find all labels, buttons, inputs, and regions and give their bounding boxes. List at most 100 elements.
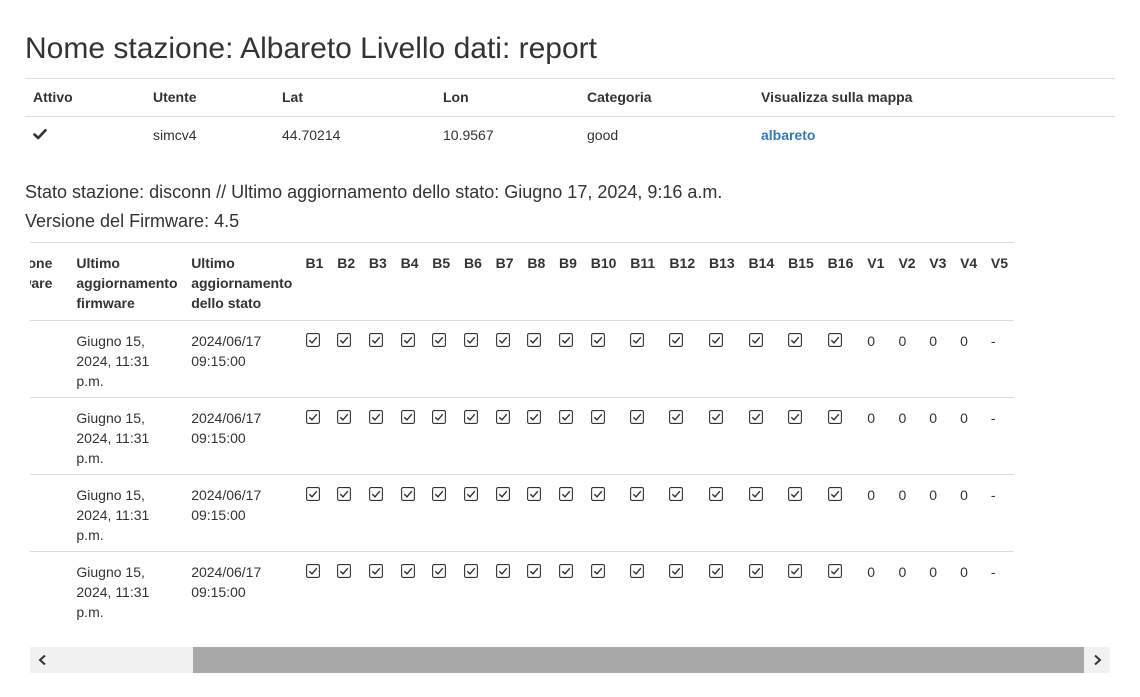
checkbox[interactable]: [788, 410, 803, 424]
page-title: Nome stazione: Albareto Livello dati: re…: [25, 32, 597, 65]
checkbox[interactable]: [559, 410, 573, 424]
checkbox[interactable]: [669, 333, 684, 347]
checkbox[interactable]: [495, 564, 510, 578]
column-header-active: Attivo: [25, 79, 145, 117]
checkbox[interactable]: [337, 410, 352, 424]
check-icon: [371, 413, 381, 421]
b16-cell: [819, 397, 860, 475]
scrollbar-thumb[interactable]: [193, 647, 1084, 673]
b11-cell: [622, 397, 662, 475]
checkbox[interactable]: [669, 487, 684, 501]
checkbox[interactable]: [590, 333, 605, 347]
checkbox[interactable]: [748, 333, 763, 347]
check-icon: [830, 567, 840, 575]
scroll-right-button[interactable]: [1084, 647, 1110, 673]
check-icon: [530, 336, 539, 344]
checkbox[interactable]: [400, 564, 415, 578]
checkbox[interactable]: [630, 333, 645, 347]
checkbox[interactable]: [827, 487, 842, 501]
checkbox[interactable]: [400, 410, 415, 424]
b2-cell: [329, 320, 361, 398]
b6-cell: [456, 552, 488, 628]
checkbox[interactable]: [630, 410, 645, 424]
checkbox[interactable]: [432, 564, 447, 578]
checkbox[interactable]: [527, 487, 542, 501]
v5-cell: -: [982, 320, 1014, 398]
check-icon: [830, 336, 840, 344]
checkbox[interactable]: [400, 333, 415, 347]
checkbox[interactable]: [368, 564, 383, 578]
checkbox[interactable]: [590, 564, 605, 578]
checkbox[interactable]: [788, 487, 803, 501]
checkbox[interactable]: [709, 564, 723, 578]
b7-cell: [487, 474, 520, 552]
scroll-left-button[interactable]: [30, 647, 56, 673]
checkbox[interactable]: [748, 564, 763, 578]
b13-cell: [700, 397, 741, 475]
checkbox[interactable]: [305, 333, 320, 347]
checkbox[interactable]: [748, 487, 763, 501]
v3-cell: 0: [929, 564, 938, 580]
checkbox[interactable]: [630, 564, 645, 578]
b15-cell: [780, 397, 820, 475]
checkbox[interactable]: [495, 333, 510, 347]
checkbox[interactable]: [495, 410, 510, 424]
checkbox[interactable]: [788, 333, 803, 347]
check-icon: [593, 490, 603, 498]
b6-cell: [455, 474, 488, 552]
column-header-b14: B14: [740, 242, 781, 321]
check-icon: [790, 490, 800, 498]
checkbox[interactable]: [368, 333, 383, 347]
map-link[interactable]: albareto: [761, 127, 816, 144]
checkbox[interactable]: [559, 564, 573, 578]
checkbox[interactable]: [337, 487, 352, 501]
checkbox[interactable]: [464, 410, 478, 424]
checkbox[interactable]: [337, 333, 352, 347]
checkbox[interactable]: [630, 487, 645, 501]
b1-cell: [297, 320, 330, 398]
checkbox[interactable]: [495, 487, 510, 501]
checkbox[interactable]: [464, 487, 478, 501]
checkbox[interactable]: [827, 333, 842, 347]
checkbox[interactable]: [788, 564, 803, 578]
checkbox[interactable]: [669, 564, 684, 578]
b3-cell: [360, 320, 393, 398]
checkbox[interactable]: [590, 487, 605, 501]
checkbox[interactable]: [432, 333, 447, 347]
checkbox[interactable]: [527, 333, 542, 347]
checkbox[interactable]: [827, 410, 842, 424]
check-icon: [711, 413, 721, 421]
checkbox[interactable]: [305, 410, 320, 424]
b3-cell: [360, 474, 393, 552]
checkbox[interactable]: [827, 564, 842, 578]
checkbox[interactable]: [559, 487, 573, 501]
b14-cell: [740, 397, 781, 475]
checkbox[interactable]: [709, 410, 723, 424]
checkbox[interactable]: [669, 410, 684, 424]
checkbox[interactable]: [464, 333, 478, 347]
checkbox[interactable]: [432, 410, 447, 424]
checkbox[interactable]: [709, 333, 723, 347]
checkbox[interactable]: [337, 564, 352, 578]
checkbox[interactable]: [464, 564, 478, 578]
checkbox[interactable]: [527, 410, 542, 424]
checkbox[interactable]: [748, 410, 763, 424]
checkbox[interactable]: [590, 410, 605, 424]
checkbox[interactable]: [559, 333, 573, 347]
checkbox[interactable]: [432, 487, 447, 501]
checkbox[interactable]: [709, 487, 723, 501]
checkbox[interactable]: [368, 410, 383, 424]
v4-cell: 0: [952, 397, 983, 475]
checkbox[interactable]: [305, 564, 320, 578]
horizontal-scrollbar[interactable]: [30, 647, 1110, 673]
column-header-b15: B15: [780, 242, 820, 321]
check-icon: [593, 336, 603, 344]
checkbox[interactable]: [305, 487, 320, 501]
check-icon: [466, 490, 476, 498]
checkbox[interactable]: [368, 487, 383, 501]
check-icon: [790, 413, 800, 421]
checkbox[interactable]: [527, 564, 542, 578]
b2-cell: [329, 397, 361, 475]
checkbox[interactable]: [400, 487, 415, 501]
